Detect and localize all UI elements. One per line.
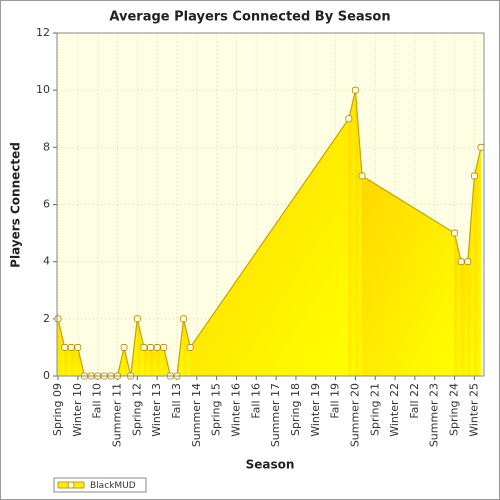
area-segment xyxy=(64,347,72,377)
y-tick-label: 0 xyxy=(43,369,50,382)
x-tick-label: Winter 25 xyxy=(467,383,480,437)
y-tick-label: 4 xyxy=(43,255,50,268)
area-segment xyxy=(348,90,356,377)
area-segment xyxy=(156,347,165,377)
point xyxy=(186,344,194,351)
line-segment xyxy=(130,318,138,377)
x-tick-label: Summer 11 xyxy=(110,383,123,447)
x-tick-label: Winter 16 xyxy=(229,383,242,437)
point xyxy=(160,344,168,351)
line-segment xyxy=(136,318,145,348)
x-axis-label: Season xyxy=(246,458,295,472)
point xyxy=(147,344,154,351)
x-tick-label: Spring 09 xyxy=(51,383,64,436)
x-tick-label: Winter 22 xyxy=(388,383,401,437)
line-segment xyxy=(453,232,462,262)
point xyxy=(133,315,141,323)
line-segment xyxy=(354,90,363,176)
point xyxy=(451,229,458,237)
point xyxy=(470,172,478,180)
line-segment xyxy=(473,147,482,177)
x-tick-label: Spring 24 xyxy=(448,383,461,436)
area-segment xyxy=(70,347,79,377)
x-tick-label: Winter 10 xyxy=(71,383,84,437)
line-segment xyxy=(348,90,357,119)
x-tick-label: Winter 19 xyxy=(309,383,322,437)
point xyxy=(180,315,187,323)
x-tick-label: Fall 19 xyxy=(329,383,342,419)
area-segment xyxy=(460,261,469,377)
x-tick-label: Spring 21 xyxy=(368,383,381,436)
line-segment xyxy=(123,347,132,377)
point xyxy=(74,344,82,351)
x-tick-label: Winter 13 xyxy=(150,383,163,437)
x-tick-label: Fall 10 xyxy=(91,383,104,419)
point xyxy=(140,344,148,351)
y-tick-label: 6 xyxy=(43,198,50,211)
point xyxy=(457,258,465,266)
y-tick-label: 10 xyxy=(36,83,50,96)
point xyxy=(61,344,69,351)
x-tick-label: Fall 22 xyxy=(408,383,421,419)
legend-label: BlackMUD xyxy=(90,481,136,491)
y-tick-label: 12 xyxy=(36,26,50,39)
area-segment xyxy=(474,147,482,377)
x-tick-label: Spring 15 xyxy=(210,383,223,436)
point xyxy=(464,258,472,266)
point xyxy=(120,344,128,351)
line-segment xyxy=(116,347,125,377)
y-tick-label: 8 xyxy=(43,140,50,153)
point xyxy=(345,115,353,123)
line-segment xyxy=(176,318,185,377)
line-segment xyxy=(57,318,66,348)
line-segment xyxy=(77,347,86,377)
line-segment xyxy=(361,175,455,234)
legend: BlackMUD xyxy=(53,477,147,493)
x-tick-label: Fall 16 xyxy=(249,383,262,419)
x-tick-label: Summer 17 xyxy=(269,383,282,447)
point xyxy=(67,344,75,351)
x-tick-label: Summer 20 xyxy=(348,383,361,447)
point xyxy=(477,143,485,151)
line-segment xyxy=(467,175,475,262)
y-axis-label: Players Connected xyxy=(9,142,23,268)
line-segment xyxy=(189,118,350,348)
area-segment xyxy=(150,347,158,377)
y-tick-label: 2 xyxy=(43,312,50,325)
point xyxy=(54,315,62,323)
x-tick-label: Spring 12 xyxy=(130,383,143,436)
x-tick-label: Fall 13 xyxy=(170,383,183,419)
legend-marker xyxy=(67,481,75,489)
chart-title: Average Players Connected By Season xyxy=(109,10,390,25)
line-segment xyxy=(163,347,171,377)
x-tick-label: Spring 18 xyxy=(289,383,302,436)
plot-border xyxy=(56,32,485,377)
area-segment xyxy=(143,347,151,377)
x-tick-label: Summer 14 xyxy=(190,383,203,447)
legend-box xyxy=(53,477,147,493)
point xyxy=(352,86,359,94)
point xyxy=(153,344,161,351)
x-tick-label: Summer 23 xyxy=(428,383,441,447)
line-segment xyxy=(182,318,191,348)
point xyxy=(358,172,366,180)
